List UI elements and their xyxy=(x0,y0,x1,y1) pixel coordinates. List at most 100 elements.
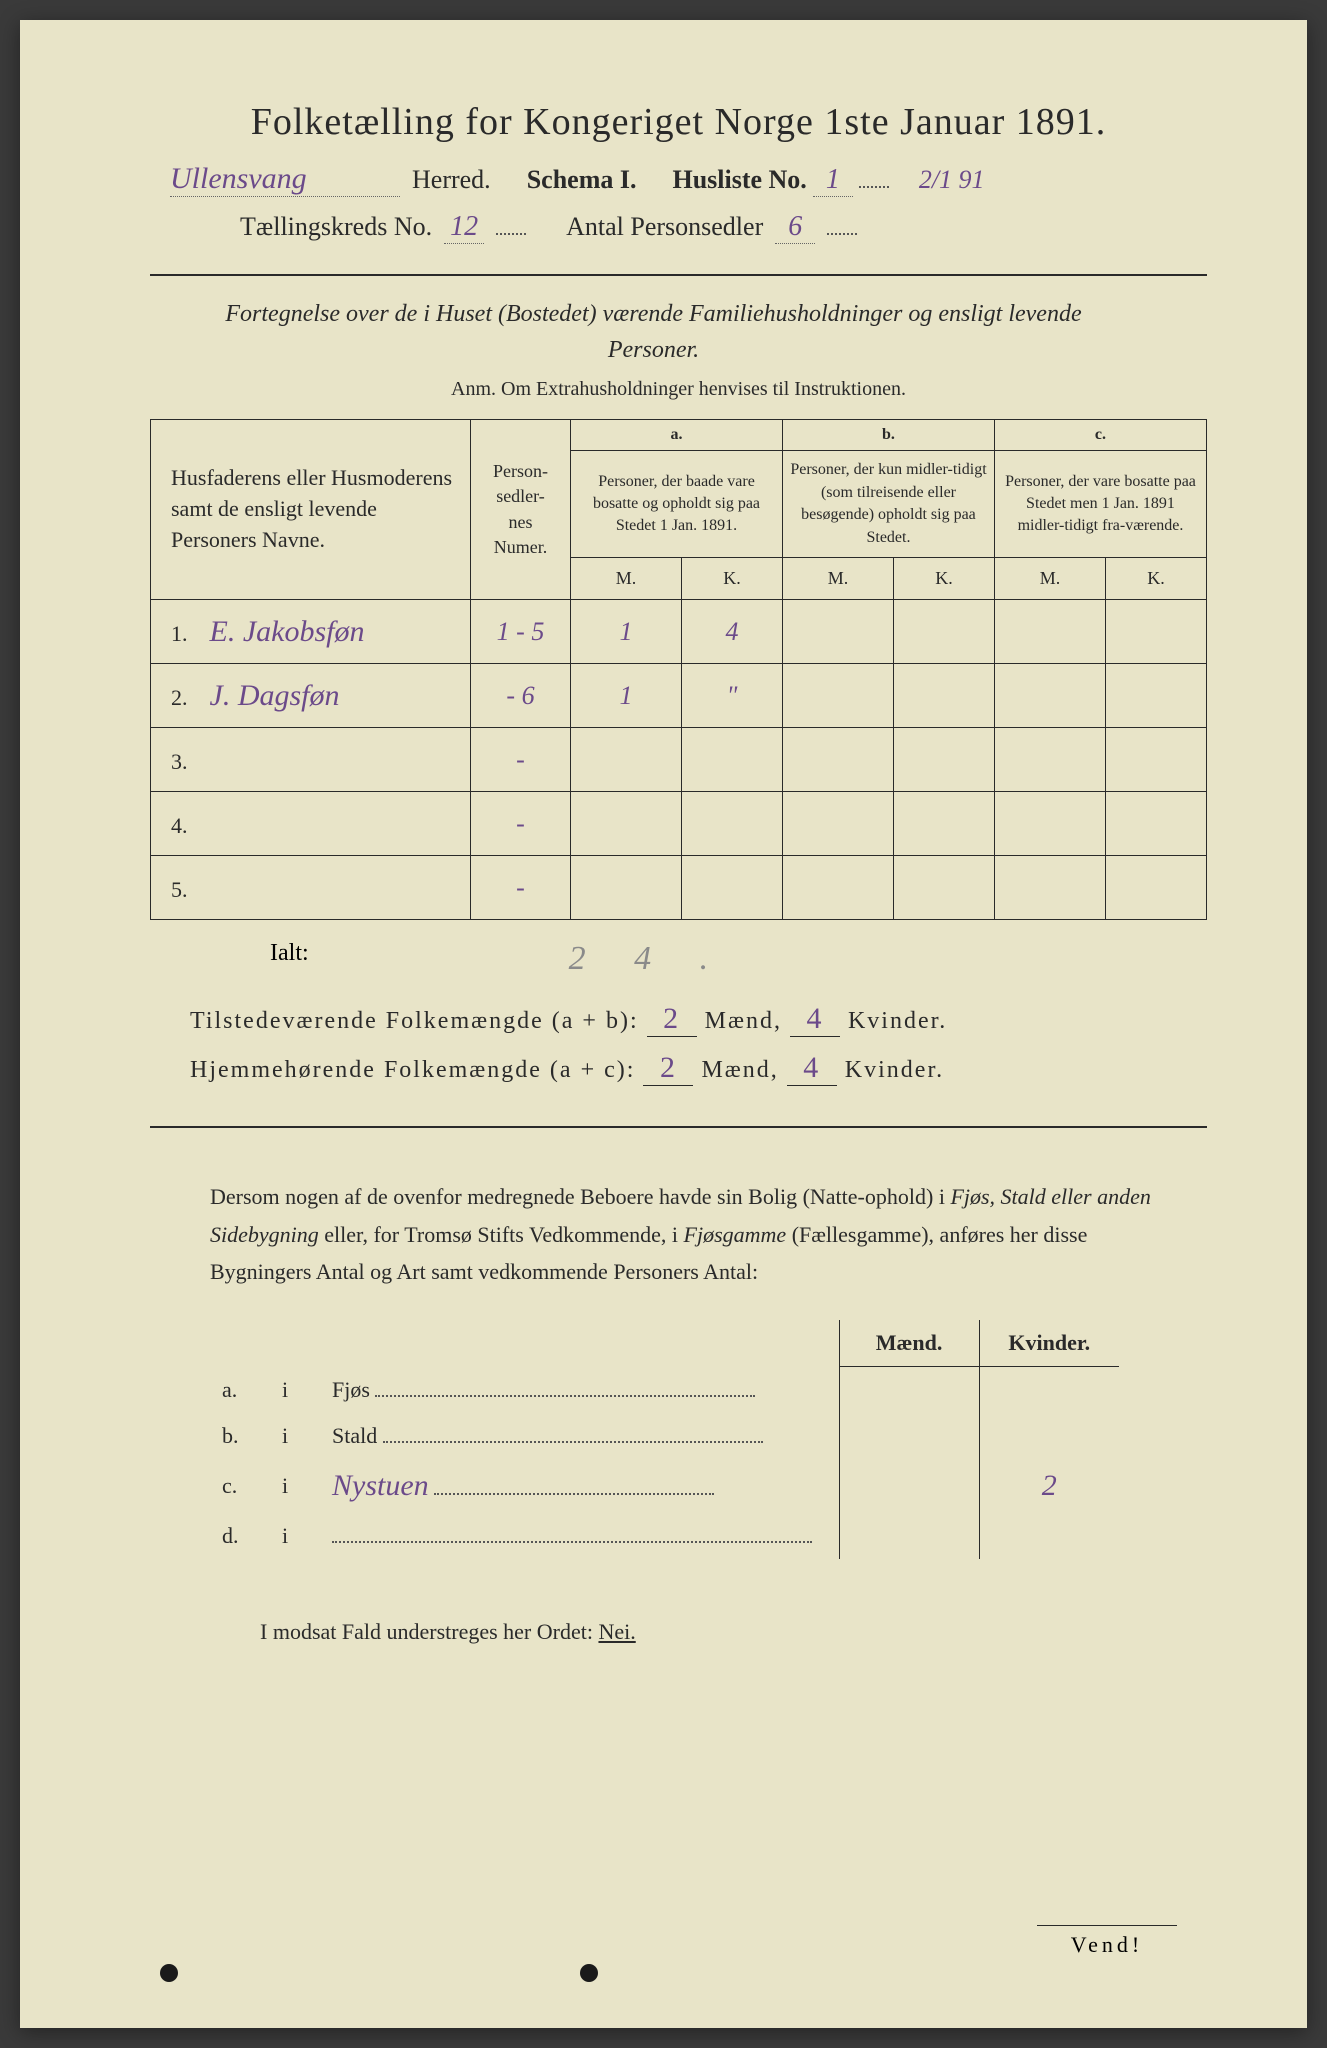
kreds-no: 12 xyxy=(444,211,484,244)
table-row: 1. E. Jakobsføn1 - 514 xyxy=(151,600,1207,664)
herred-label: Herred. xyxy=(412,165,491,195)
anm-note: Anm. Om Extrahusholdninger henvises til … xyxy=(150,378,1207,401)
am-cell: 1 xyxy=(571,664,682,728)
ck-cell xyxy=(1105,728,1206,792)
col-b-k: K. xyxy=(893,557,994,599)
col-a-text: Personer, der baade vare bosatte og opho… xyxy=(571,451,783,558)
header-line-1: Ullensvang Herred. Schema I. Husliste No… xyxy=(150,162,1207,197)
ialt-value: 2 4 . xyxy=(569,940,729,978)
divider xyxy=(150,1126,1207,1128)
col-a-k: K. xyxy=(681,557,782,599)
page-title: Folketælling for Kongeriget Norge 1ste J… xyxy=(150,100,1207,144)
ck-cell xyxy=(1105,664,1206,728)
census-form-page: Folketælling for Kongeriget Norge 1ste J… xyxy=(20,20,1307,2028)
col-b-label: b. xyxy=(782,420,994,451)
col-numer-header: Person- sedler- nes Numer. xyxy=(471,420,571,600)
sub-maend-header: Mænd. xyxy=(839,1320,979,1367)
ak-cell xyxy=(681,856,782,920)
bm-cell xyxy=(782,856,893,920)
numer-cell: 1 - 5 xyxy=(471,600,571,664)
outbuilding-paragraph: Dersom nogen af de ovenfor medregnede Be… xyxy=(210,1178,1177,1290)
sub-header-row: Mænd. Kvinder. xyxy=(210,1320,1119,1367)
col-c-k: K. xyxy=(1105,557,1206,599)
dotted-filler xyxy=(827,215,857,235)
punch-hole-icon xyxy=(580,1964,598,1982)
para-text: og xyxy=(365,1259,397,1284)
summary-present-label: Tilstedeværende Folkemængde (a + b): xyxy=(190,1008,639,1034)
antal-label: Antal Personsedler xyxy=(566,212,763,242)
cm-cell xyxy=(994,664,1105,728)
maend-label: Mænd, xyxy=(705,1008,782,1034)
numer-cell: - 6 xyxy=(471,664,571,728)
sub-row: c.iNystuen 2 xyxy=(210,1459,1119,1513)
maend-label: Mænd, xyxy=(701,1057,778,1083)
kvinder-label: Kvinder. xyxy=(848,1008,947,1034)
sub-row: b.iStald xyxy=(210,1413,1119,1459)
sub-i: i xyxy=(270,1459,320,1513)
col-a-m: M. xyxy=(571,557,682,599)
antal-val: 6 xyxy=(775,211,815,244)
summary-present: Tilstedeværende Folkemængde (a + b): 2 M… xyxy=(150,1002,1207,1037)
para-bold: Antal xyxy=(316,1259,365,1284)
para-text: samt vedkommende Personers Antal: xyxy=(426,1259,758,1284)
herred-value: Ullensvang xyxy=(170,162,400,197)
col-name-header: Husfaderens eller Husmoderens samt de en… xyxy=(151,420,471,600)
sub-name xyxy=(320,1513,839,1559)
bm-cell xyxy=(782,664,893,728)
dotted-filler xyxy=(496,215,526,235)
sub-letter: b. xyxy=(210,1413,270,1459)
schema-label: Schema I. xyxy=(527,165,637,195)
para-bold: Art xyxy=(396,1259,425,1284)
summary-home-k: 4 xyxy=(787,1051,837,1086)
col-c-label: c. xyxy=(994,420,1206,451)
sub-name: Stald xyxy=(320,1413,839,1459)
sub-k xyxy=(979,1367,1119,1413)
ck-cell xyxy=(1105,856,1206,920)
cm-cell xyxy=(994,728,1105,792)
col-c-text: Personer, der vare bosatte paa Stedet me… xyxy=(994,451,1206,558)
vend-label: Vend! xyxy=(1037,1925,1177,1958)
summary-present-m: 2 xyxy=(647,1002,697,1037)
nei-word: Nei. xyxy=(598,1619,635,1644)
col-b-text: Personer, der kun midler-tidigt (som til… xyxy=(782,451,994,558)
bk-cell xyxy=(893,600,994,664)
am-cell xyxy=(571,792,682,856)
col-a-label: a. xyxy=(571,420,783,451)
sub-i: i xyxy=(270,1367,320,1413)
numer-cell: - xyxy=(471,728,571,792)
col-c-m: M. xyxy=(994,557,1105,599)
summary-home-m: 2 xyxy=(643,1051,693,1086)
am-cell: 1 xyxy=(571,600,682,664)
name-cell: 2. J. Dagsføn xyxy=(151,664,471,728)
divider xyxy=(150,274,1207,276)
summary-home-label: Hjemmehørende Folkemængde (a + c): xyxy=(190,1057,635,1083)
punch-hole-icon xyxy=(160,1964,178,1982)
header-line-2: Tællingskreds No. 12 Antal Personsedler … xyxy=(150,211,1207,244)
am-cell xyxy=(571,856,682,920)
sub-m xyxy=(839,1367,979,1413)
cm-cell xyxy=(994,792,1105,856)
sub-row: d.i xyxy=(210,1513,1119,1559)
bm-cell xyxy=(782,600,893,664)
ak-cell xyxy=(681,792,782,856)
numer-cell: - xyxy=(471,856,571,920)
table-row: 4. - xyxy=(151,792,1207,856)
table-body: 1. E. Jakobsføn1 - 5142. J. Dagsføn- 61"… xyxy=(151,600,1207,920)
ialt-row: Ialt: 2 4 . xyxy=(150,940,1207,978)
sub-letter: a. xyxy=(210,1367,270,1413)
bk-cell xyxy=(893,728,994,792)
outbuilding-table: Mænd. Kvinder. a.iFjøs b.iStald c.iNystu… xyxy=(210,1320,1119,1559)
am-cell xyxy=(571,728,682,792)
name-cell: 1. E. Jakobsføn xyxy=(151,600,471,664)
sub-k xyxy=(979,1513,1119,1559)
modsat-line: I modsat Fald understreges her Ordet: Ne… xyxy=(260,1619,1207,1645)
ak-cell: 4 xyxy=(681,600,782,664)
sub-name: Fjøs xyxy=(320,1367,839,1413)
ak-cell: " xyxy=(681,664,782,728)
sub-letter: c. xyxy=(210,1459,270,1513)
sub-i: i xyxy=(270,1413,320,1459)
household-table: Husfaderens eller Husmoderens samt de en… xyxy=(150,419,1207,920)
table-row: 3. - xyxy=(151,728,1207,792)
bm-cell xyxy=(782,792,893,856)
cm-cell xyxy=(994,600,1105,664)
